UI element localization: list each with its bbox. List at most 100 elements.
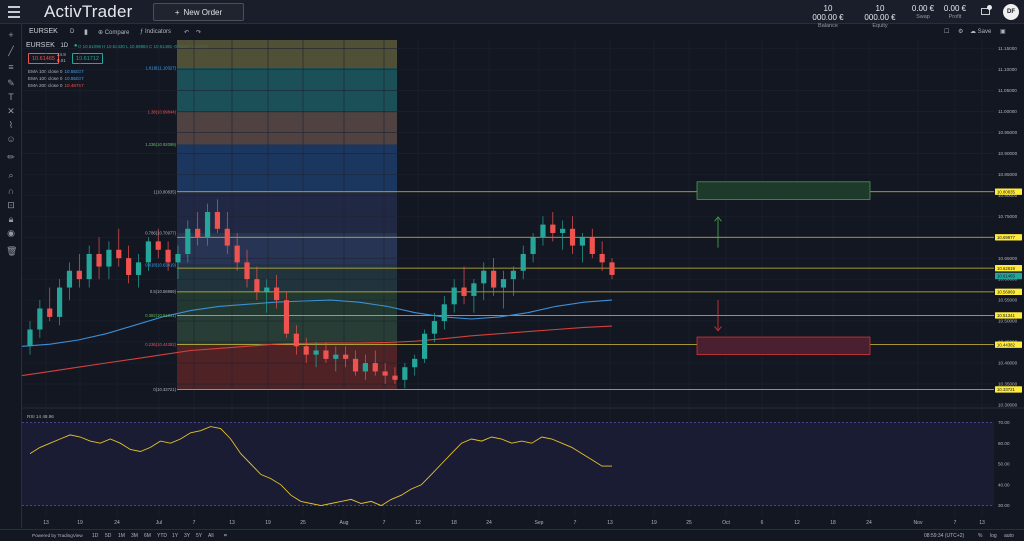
candlesticks xyxy=(27,199,615,389)
drawing-toolbar: + ╱ ≡ ✎ T ✕ ⌇ ☺ ✏ ⌕ ∩ ⊡ 🔒︎ ◉ 🗑︎ xyxy=(0,24,22,528)
trash-icon[interactable]: 🗑︎ xyxy=(6,246,18,256)
candle-body xyxy=(106,249,112,267)
fib-level-label: 0.786(10.70977) xyxy=(145,230,176,235)
range-6m[interactable]: 6M xyxy=(144,533,151,539)
pencil-icon[interactable]: ✏ xyxy=(7,152,15,162)
price-tag xyxy=(995,272,1022,280)
chart-toolbar: EURSEK D ▮ ⊕ Compare ƒ Indicators ↶ ↷ xyxy=(22,26,1024,40)
equity-widget: 10 000.00 € Equity xyxy=(864,4,896,29)
candle-body xyxy=(500,279,507,288)
candle-body xyxy=(599,253,605,263)
candle-body xyxy=(313,350,319,355)
crosshair-icon[interactable]: + xyxy=(8,30,14,40)
candle-body xyxy=(96,253,102,267)
candle-body xyxy=(550,224,556,233)
eye-icon[interactable]: ◉ xyxy=(7,228,15,238)
save-button[interactable]: ☁ Save xyxy=(970,28,991,35)
lock-drawing-icon[interactable]: ⊡ xyxy=(7,200,15,210)
candle-body xyxy=(264,287,270,292)
sell-price-button[interactable]: 10.61465 xyxy=(28,53,59,64)
fib-level-label: 1(10.80835) xyxy=(153,189,176,194)
range-ytd[interactable]: YTD xyxy=(157,533,167,539)
date-tick-label: 13 xyxy=(43,520,49,526)
user-avatar[interactable]: DF xyxy=(1003,4,1019,20)
lock-icon[interactable]: 🔒︎ xyxy=(8,214,14,224)
legend-title-row: EURSEK 1D ● xyxy=(26,42,77,49)
compare-button[interactable]: ⊕ Compare xyxy=(98,29,129,36)
price-tag xyxy=(995,188,1022,195)
settings-gear-icon[interactable]: ⚙ xyxy=(958,29,964,35)
interval-button[interactable]: D xyxy=(70,29,75,35)
candle-body xyxy=(224,228,230,246)
trend-line-icon[interactable]: ╱ xyxy=(8,46,14,56)
ruler-icon[interactable]: ⌇ xyxy=(8,120,14,130)
candle-body xyxy=(392,375,398,380)
ema-100-line xyxy=(21,299,613,347)
save-label: Save xyxy=(977,29,992,35)
log-toggle[interactable]: log xyxy=(990,533,997,539)
ema-row[interactable]: EMA 100 close 0 10.55037 xyxy=(28,76,84,81)
candle-body xyxy=(86,253,92,280)
candle-body xyxy=(333,354,339,359)
ema-row[interactable]: EMA 100 close 0 10.55037 xyxy=(28,69,84,74)
zoom-icon[interactable]: ⌕ xyxy=(8,170,14,180)
candle-body xyxy=(175,253,181,263)
pattern-icon[interactable]: ✕ xyxy=(7,106,15,116)
redo-icon[interactable]: ↷ xyxy=(196,30,202,36)
candle-body xyxy=(234,245,240,263)
range-5y[interactable]: 5Y xyxy=(196,533,203,539)
range-all[interactable]: All xyxy=(208,533,214,539)
symbol-search-button[interactable]: EURSEK xyxy=(29,28,58,35)
date-tick-label: 19 xyxy=(77,520,83,526)
range-1y[interactable]: 1Y xyxy=(172,533,179,539)
hamburger-menu-icon[interactable] xyxy=(8,6,20,18)
candle-body xyxy=(27,329,33,347)
auto-toggle[interactable]: auto xyxy=(1004,533,1014,539)
swap-value: 0.00 € xyxy=(911,4,935,13)
fib-tool-icon[interactable]: ≡ xyxy=(8,62,14,72)
candle-body xyxy=(362,363,368,372)
magnet-icon[interactable]: ∩ xyxy=(7,186,15,196)
candle-body xyxy=(540,224,546,238)
fib-zone xyxy=(177,40,397,69)
mail-icon[interactable] xyxy=(981,8,990,15)
range-3m[interactable]: 3M xyxy=(131,533,138,539)
clock[interactable]: 08:59:34 (UTC+2) xyxy=(924,533,965,539)
price-tag xyxy=(995,288,1022,296)
percent-toggle[interactable]: % xyxy=(978,533,983,539)
candle-body xyxy=(155,241,161,250)
indicators-button[interactable]: ƒ Indicators xyxy=(140,29,171,35)
range-1d[interactable]: 1D xyxy=(92,533,99,539)
date-tick-label: 7 xyxy=(954,520,957,526)
buy-price-button[interactable]: 10.61712 xyxy=(72,53,103,64)
notification-badge-icon xyxy=(987,5,992,10)
fullscreen-checkbox-icon[interactable]: ☐ xyxy=(944,29,950,35)
range-3y[interactable]: 3Y xyxy=(184,533,191,539)
spread-top: 24.9 xyxy=(57,52,66,57)
brush-icon[interactable]: ✎ xyxy=(7,78,15,88)
price-tick-label: 10.75000 xyxy=(998,214,1018,219)
profit-widget[interactable]: 0.00 € Profit xyxy=(942,4,968,20)
undo-icon[interactable]: ↶ xyxy=(184,30,190,36)
range-1m[interactable]: 1M xyxy=(118,533,125,539)
ema-200-line xyxy=(21,325,613,377)
new-order-button[interactable]: + New Order xyxy=(153,3,244,21)
date-tick-label: 13 xyxy=(607,520,613,526)
price-tick-label: 11.15000 xyxy=(998,46,1017,51)
candle-body xyxy=(343,354,349,359)
candle-body xyxy=(421,333,428,359)
candle-style-icon[interactable]: ▮ xyxy=(84,29,88,36)
ema-value: 10.55037 xyxy=(64,76,84,81)
ema-row[interactable]: EMA 200 close 0 10.48767 xyxy=(28,83,84,88)
camera-icon[interactable]: ▣ xyxy=(1000,29,1006,35)
indicators-icon: ƒ xyxy=(140,29,144,35)
calendar-icon[interactable]: ⌗ xyxy=(224,533,227,539)
candle-body xyxy=(431,321,438,334)
ema-value: 10.55037 xyxy=(64,69,84,74)
candle-body xyxy=(372,363,378,372)
emoji-icon[interactable]: ☺ xyxy=(6,134,16,144)
text-tool-icon[interactable]: T xyxy=(8,92,14,102)
candle-body xyxy=(560,228,566,233)
range-5d[interactable]: 5D xyxy=(105,533,112,539)
